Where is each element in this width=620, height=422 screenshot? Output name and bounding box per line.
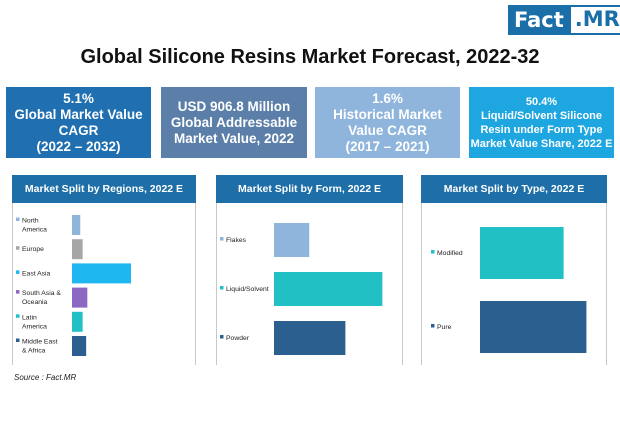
kpi-value: 50.4% [525,95,558,108]
type-bar-chart: Modified Pure [431,227,587,353]
kpi-label-line: Global Market Value [14,106,143,122]
bar-powder [274,321,346,355]
bar-latin-america [72,311,83,332]
legend-swatch [220,237,224,241]
kpi-label-line: Value CAGR [348,122,427,138]
logo-part-mr: .MR [568,5,620,35]
legend-swatch [16,314,20,318]
form-panel [216,203,403,365]
kpi-label-line: (2017 – 2021) [345,138,430,154]
regions-chart-title: Market Split by Regions, 2022 E [12,175,196,203]
category-label: Latin [22,314,37,321]
kpi-global-cagr: 5.1% Global Market Value CAGR (2022 – 20… [6,87,151,158]
regions-panel [12,203,196,365]
kpi-label-line: Market Value Share, 2022 E [470,137,613,150]
bar-south-asia-oceania [72,287,88,308]
kpi-label-line: (2022 – 2032) [36,138,121,154]
kpi-value: 1.6% [372,90,403,106]
category-label: Europe [22,246,44,253]
logo-part-fact: Fact [508,5,569,35]
legend-swatch [16,290,20,294]
category-label: Middle East [22,339,58,346]
legend-swatch [16,217,20,221]
source-note: Source : Fact.MR [14,373,77,382]
legend-swatch [431,250,435,254]
category-label: & Africa [22,348,46,355]
bar-modified [480,227,564,279]
legend-swatch [16,270,20,274]
kpi-liquid-share: 50.4% Liquid/Solvent Silicone Resin unde… [469,87,614,158]
category-label: Flakes [226,237,247,244]
kpi-value: 5.1% [63,90,94,106]
category-label: Liquid/Solvent [226,286,269,293]
kpi-label-line: Global Addressable [170,114,298,130]
category-label: Oceania [22,299,48,306]
category-label: North [22,218,39,225]
bar-pure [480,301,587,353]
kpi-label-line: CAGR [58,122,99,138]
bar-liquid-solvent [274,272,383,306]
category-label: Modified [437,250,463,257]
kpi-label-line: Liquid/Solvent Silicone [480,109,602,122]
bar-north-america [72,215,81,235]
category-label: America [22,227,47,234]
page-title: Global Silicone Resins Market Forecast, … [80,46,540,68]
kpi-label-line: Market Value, 2022 [173,130,295,146]
legend-swatch [220,335,224,339]
legend-swatch [16,338,20,342]
bar-flakes [274,223,310,257]
category-label: America [22,323,47,330]
kpi-value: USD 906.8 Million [177,98,291,114]
category-label: East Asia [22,270,51,277]
legend-swatch [220,286,224,290]
legend-swatch [16,246,20,250]
form-chart-title: Market Split by Form, 2022 E [216,175,403,203]
fact-mr-logo: Fact .MR [508,5,620,35]
kpi-historical-cagr: 1.6% Historical Market Value CAGR (2017 … [315,87,460,158]
category-label: Pure [437,324,452,331]
bar-east-asia [72,263,131,284]
type-chart-title: Market Split by Type, 2022 E [421,175,607,203]
type-panel [421,203,607,365]
kpi-label-line: Resin under Form Type [480,123,603,136]
bar-europe [72,239,83,260]
form-bar-chart: Flakes Liquid/Solvent Powder [220,223,383,355]
legend-swatch [431,324,435,328]
kpi-market-value: USD 906.8 Million Global Addressable Mar… [161,87,307,158]
category-label: Powder [226,335,250,342]
bar-middle-east-africa [72,336,87,356]
regions-bar-chart: North America Europe East Asia South Asia & O… [16,215,131,356]
kpi-label-line: Historical Market [333,106,442,122]
category-label: South Asia & [22,290,61,297]
